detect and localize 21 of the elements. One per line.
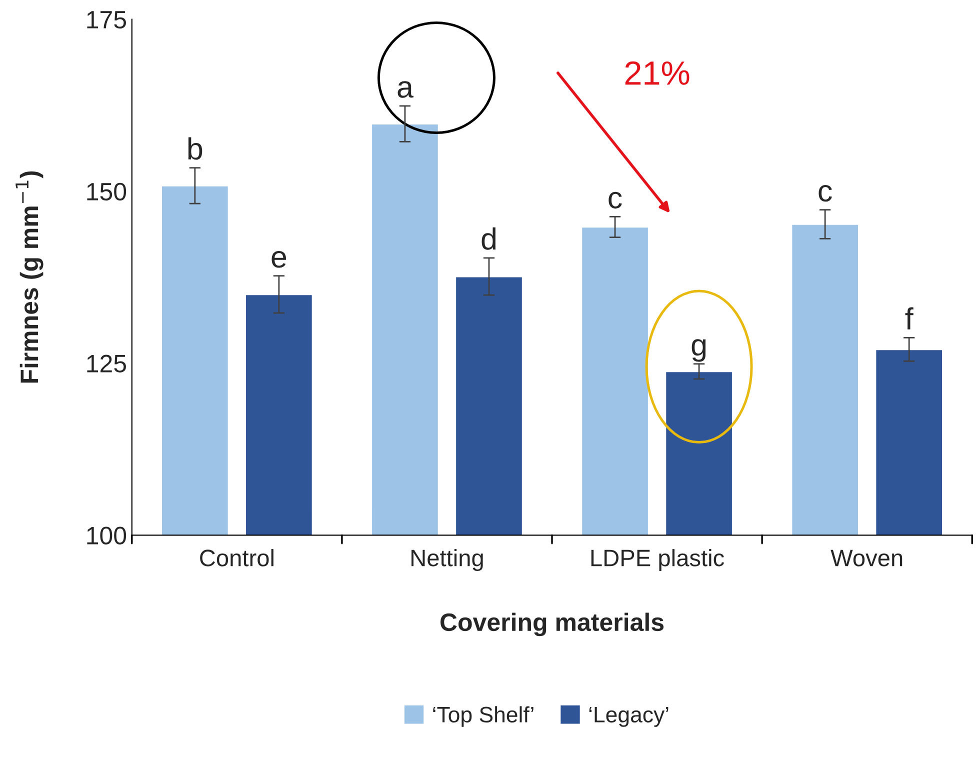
- data-label: c: [818, 184, 832, 202]
- annotation: 21%: [625, 61, 690, 85]
- data-label: f: [905, 307, 914, 330]
- y-tick-label: 100: [87, 526, 126, 544]
- legend-label: ‘Legacy’: [589, 707, 668, 727]
- data-label: c: [608, 192, 622, 209]
- data-label: e: [272, 250, 286, 268]
- data-label: a: [398, 81, 414, 98]
- x-tick-label: Netting: [412, 549, 483, 572]
- x-axis-title: Covering materials: [440, 612, 664, 636]
- x-tick-label: LDPE plastic: [591, 549, 724, 572]
- data-label: d: [482, 227, 496, 250]
- legend-label: ‘Top Shelf’: [433, 706, 534, 727]
- y-tick-label: 175: [87, 11, 126, 29]
- y-axis-title: Firmnes (g mm$^{−1}$): [16, 171, 44, 383]
- data-label: b: [188, 137, 202, 160]
- x-tick-label: Control: [200, 549, 274, 566]
- y-tick-label: 150: [87, 182, 126, 201]
- y-tick-label: 125: [87, 354, 126, 372]
- x-tick-label: Woven: [830, 550, 902, 566]
- data-label: g: [692, 339, 706, 362]
